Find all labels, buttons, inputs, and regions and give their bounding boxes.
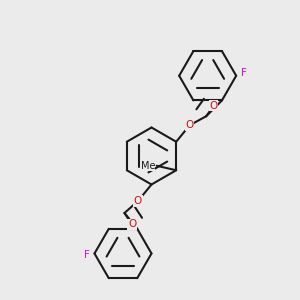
Text: O: O	[186, 120, 194, 130]
Text: O: O	[134, 196, 142, 206]
Text: O: O	[128, 219, 136, 230]
Text: F: F	[84, 250, 90, 260]
Text: O: O	[210, 101, 218, 111]
Text: F: F	[241, 68, 247, 78]
Text: Me: Me	[141, 161, 155, 171]
